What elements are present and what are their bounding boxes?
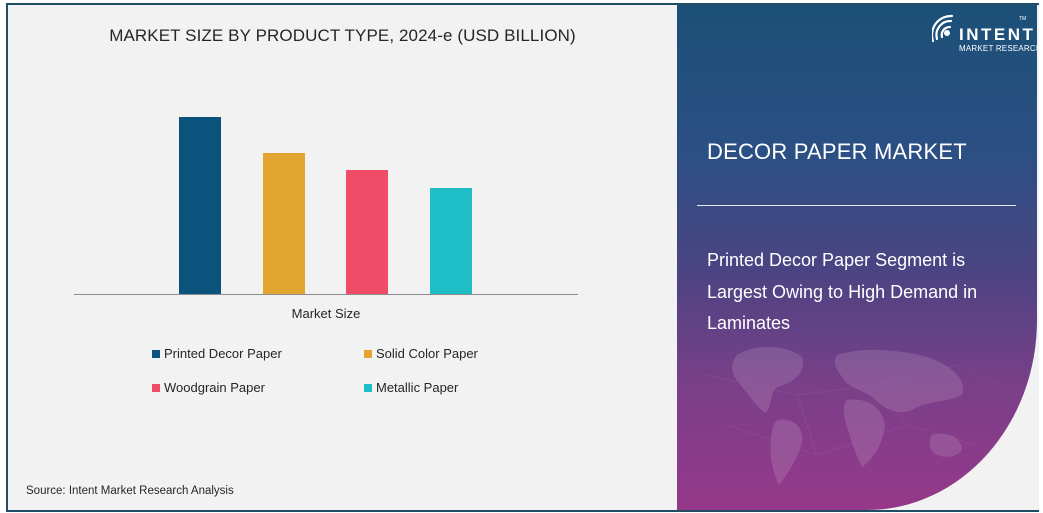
logo-subtitle: MARKET RESEARCH [959,44,1042,53]
market-title: DECOR PAPER MARKET [707,139,967,164]
logo-trademark: TM [1019,16,1027,22]
legend-label: Metallic Paper [376,380,459,395]
bar-woodgrain-paper [346,170,388,294]
legend-label: Woodgrain Paper [164,380,265,395]
legend-item-metallic-paper: Metallic Paper [364,380,458,395]
legend-label: Printed Decor Paper [164,346,282,361]
summary-panel [677,5,1037,510]
legend-item-solid-color-paper: Solid Color Paper [364,346,478,361]
bar-printed-decor-paper [179,117,221,294]
chart-title: MARKET SIZE BY PRODUCT TYPE, 2024-e (USD… [109,26,576,45]
chart-panel: MARKET SIZE BY PRODUCT TYPE, 2024-e (USD… [8,5,677,510]
title-divider [697,205,1016,206]
x-axis-label: Market Size [291,306,361,321]
legend-swatch-icon [152,383,160,392]
legend-swatch-icon [364,383,372,392]
source-note: Source: Intent Market Research Analysis [26,485,234,497]
bar-metallic-paper [430,188,472,294]
world-map-network-icon [706,346,1018,485]
legend-item-woodgrain-paper: Woodgrain Paper [152,380,265,395]
bar-plot-area [74,105,578,295]
key-insight-text: Printed Decor Paper Segment is Largest O… [707,250,978,333]
legend-swatch-icon [152,349,160,358]
intent-logo-icon [932,14,954,43]
legend-label: Solid Color Paper [376,346,478,361]
legend-swatch-icon [364,349,372,358]
bar-solid-color-paper [263,153,305,294]
x-axis-line [74,294,578,295]
logo-name: INTENT [959,25,1036,44]
legend-item-printed-decor-paper: Printed Decor Paper [152,346,282,361]
